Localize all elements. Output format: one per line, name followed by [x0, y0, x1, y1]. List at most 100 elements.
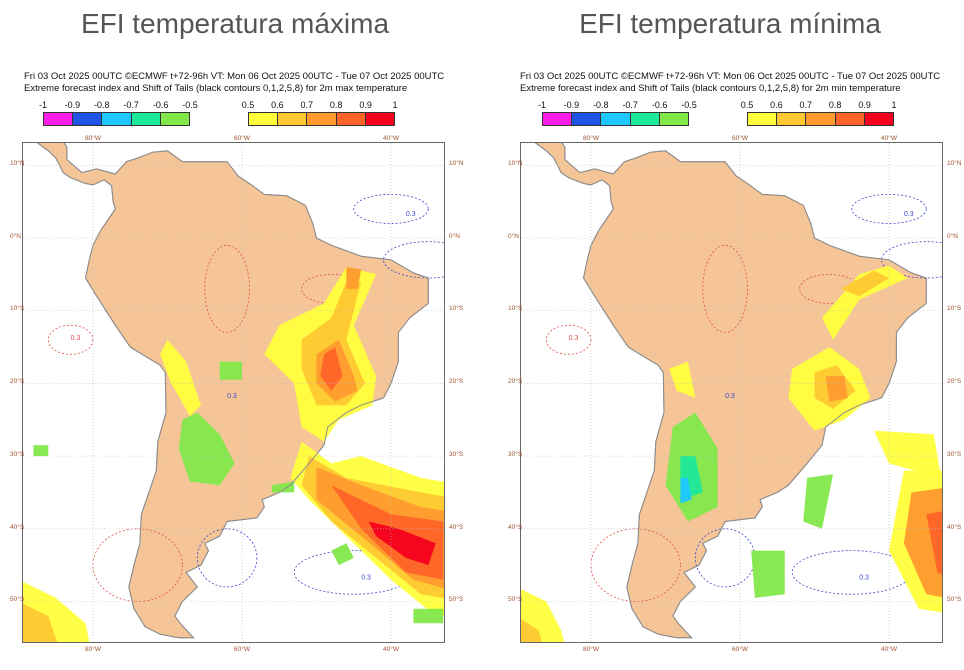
sot-dashed-contour [545, 324, 592, 355]
sot-dashed-contour [196, 528, 258, 588]
legend-tick: -0.9 [64, 100, 81, 110]
positive-color-swatch [835, 113, 865, 125]
positive-color-swatch [748, 113, 778, 125]
efi-shaded-area [825, 376, 848, 402]
legend-tick: 0.8 [329, 100, 343, 110]
latitude-label: 10°N [947, 160, 962, 167]
positive-color-swatch [806, 113, 836, 125]
latitude-label: 10°S [449, 305, 464, 313]
latitude-label: 30°S [947, 450, 962, 458]
positive-color-swatch [864, 113, 894, 125]
latitude-label: 0°N [947, 232, 958, 240]
efi-shaded-area [926, 511, 942, 575]
latitude-label: 30°S [10, 450, 25, 458]
negative-color-swatch [102, 113, 132, 125]
latitude-label: 20°S [508, 378, 523, 386]
legend-tick: -0.7 [622, 100, 638, 110]
header-line2-min: Extreme forecast index and Shift of Tail… [520, 83, 901, 94]
latitude-label: 50°S [947, 596, 962, 604]
legend-tick: -0.9 [563, 100, 580, 110]
efi-shaded-area [874, 430, 942, 478]
negative-color-swatch [543, 113, 573, 125]
latitude-label: 10°S [947, 305, 962, 313]
longitude-label: 60°W [732, 135, 748, 142]
contour-label: 0.3 [227, 393, 237, 400]
legend-tick: 1 [392, 100, 398, 110]
negative-colorbar [43, 112, 190, 126]
negative-color-swatch [44, 113, 74, 125]
efi-map-canvas: 0.3 0.3 0.3 0.3 [521, 143, 942, 642]
latitude-label: 0°N [449, 232, 460, 240]
negative-colorbar [542, 112, 689, 126]
latitude-label: 10°S [508, 305, 523, 313]
negative-color-swatch [73, 113, 103, 125]
legend-tick: -0.8 [593, 100, 609, 110]
map-min-temperature: 0.3 0.3 0.3 0.3 [520, 142, 943, 643]
longitude-label: 40°W [383, 646, 399, 653]
legend-tick: -0.7 [123, 100, 139, 110]
efi-shaded-area [803, 474, 834, 529]
negative-color-swatch [630, 113, 660, 125]
header-line2-max: Extreme forecast index and Shift of Tail… [24, 83, 408, 94]
longitude-label: 80°W [85, 646, 101, 653]
efi-shaded-area [822, 265, 908, 340]
contour-label: 0.3 [904, 211, 914, 218]
latitude-label: 40°S [10, 523, 25, 531]
latitude-label: 10°N [508, 160, 523, 167]
negative-color-swatch [160, 113, 190, 125]
legend-tick: -1 [38, 100, 48, 110]
legend-tick: 0.8 [828, 100, 842, 110]
legend-tick: 0.7 [300, 100, 314, 110]
longitude-label: 80°W [85, 135, 101, 142]
latitude-label: 30°S [449, 450, 464, 458]
longitude-label: 40°W [383, 135, 399, 142]
longitude-label: 40°W [881, 646, 897, 653]
longitude-label: 40°W [881, 135, 897, 142]
sot-dashed-contour [702, 244, 748, 333]
sot-dashed-contour [204, 244, 250, 333]
negative-color-swatch [659, 113, 689, 125]
efi-shaded-area [751, 550, 785, 598]
positive-colorbar [248, 112, 395, 126]
latitude-label: 0°N [10, 232, 21, 240]
legend-tick: -1 [537, 100, 547, 110]
efi-shaded-area [320, 347, 343, 391]
coastline [534, 143, 927, 639]
legend-tick: -0.8 [94, 100, 110, 110]
sot-dashed-contour [851, 193, 927, 224]
positive-color-swatch [365, 113, 395, 125]
positive-color-swatch [249, 113, 279, 125]
map-max-temperature: 0.3 0.3 0.3 0.3 [22, 142, 445, 643]
legend-tick: 1 [891, 100, 897, 110]
positive-color-swatch [278, 113, 308, 125]
efi-shaded-area [219, 361, 242, 380]
efi-shaded-area [33, 445, 49, 457]
efi-shaded-area [178, 412, 235, 486]
longitude-label: 80°W [583, 135, 599, 142]
latitude-label: 50°S [449, 596, 464, 604]
latitude-label: 20°S [449, 378, 464, 386]
contour-label: 0.3 [725, 393, 735, 400]
latitude-label: 10°N [449, 160, 464, 167]
efi-shaded-area [23, 603, 58, 642]
panel-title-max: EFI temperatura máxima [80, 8, 390, 39]
legend-tick: 0.7 [799, 100, 813, 110]
efi-shaded-area [521, 618, 542, 642]
legend-tick: 0.9 [858, 100, 871, 110]
efi-shaded-area [368, 521, 436, 566]
efi-shaded-area [160, 339, 201, 417]
legend-tick: 0.6 [271, 100, 284, 110]
legend-tick: -0.6 [651, 100, 668, 110]
contour-label: 0.3 [361, 575, 371, 582]
contour-label: 0.3 [859, 575, 869, 582]
legend-tick: -0.5 [182, 100, 198, 110]
longitude-label: 60°W [732, 646, 748, 653]
negative-color-swatch [131, 113, 161, 125]
efi-map-canvas: 0.3 0.3 0.3 0.3 [23, 143, 444, 642]
latitude-label: 20°S [10, 378, 25, 386]
sot-dashed-contour [47, 324, 94, 355]
legend-tick: -0.6 [152, 100, 169, 110]
contour-label: 0.3 [569, 335, 579, 342]
latitude-label: 40°S [947, 523, 962, 531]
legend-tick: -0.5 [681, 100, 697, 110]
